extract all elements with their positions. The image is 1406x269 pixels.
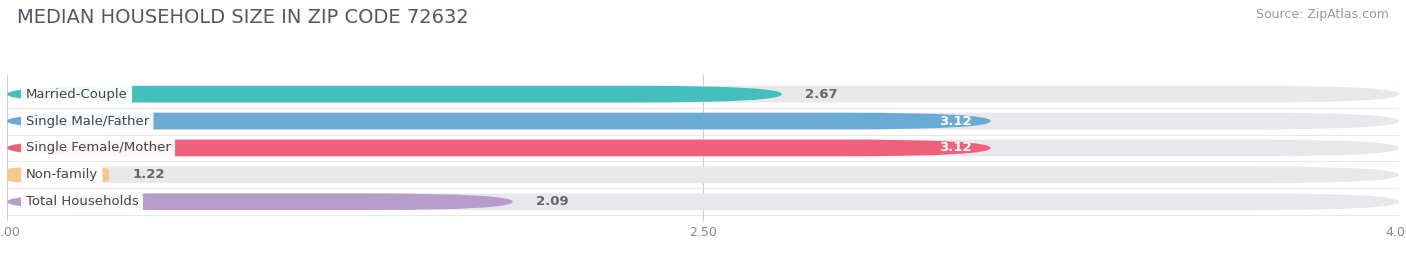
FancyBboxPatch shape xyxy=(7,167,1399,183)
FancyBboxPatch shape xyxy=(7,140,991,156)
FancyBboxPatch shape xyxy=(7,167,110,183)
FancyBboxPatch shape xyxy=(7,140,1399,156)
Text: Married-Couple: Married-Couple xyxy=(25,88,128,101)
FancyBboxPatch shape xyxy=(7,86,1399,102)
Text: Non-family: Non-family xyxy=(25,168,98,181)
FancyBboxPatch shape xyxy=(7,193,513,210)
FancyBboxPatch shape xyxy=(7,113,991,129)
FancyBboxPatch shape xyxy=(7,193,1399,210)
Text: 1.22: 1.22 xyxy=(132,168,165,181)
Text: 2.67: 2.67 xyxy=(806,88,838,101)
FancyBboxPatch shape xyxy=(7,86,782,102)
Text: Single Female/Mother: Single Female/Mother xyxy=(25,141,170,154)
Text: 3.12: 3.12 xyxy=(939,115,972,128)
Text: 3.12: 3.12 xyxy=(939,141,972,154)
Text: 2.09: 2.09 xyxy=(536,195,568,208)
Text: Source: ZipAtlas.com: Source: ZipAtlas.com xyxy=(1256,8,1389,21)
Text: Total Households: Total Households xyxy=(25,195,138,208)
FancyBboxPatch shape xyxy=(7,113,1399,129)
Text: Single Male/Father: Single Male/Father xyxy=(25,115,149,128)
Text: MEDIAN HOUSEHOLD SIZE IN ZIP CODE 72632: MEDIAN HOUSEHOLD SIZE IN ZIP CODE 72632 xyxy=(17,8,468,27)
